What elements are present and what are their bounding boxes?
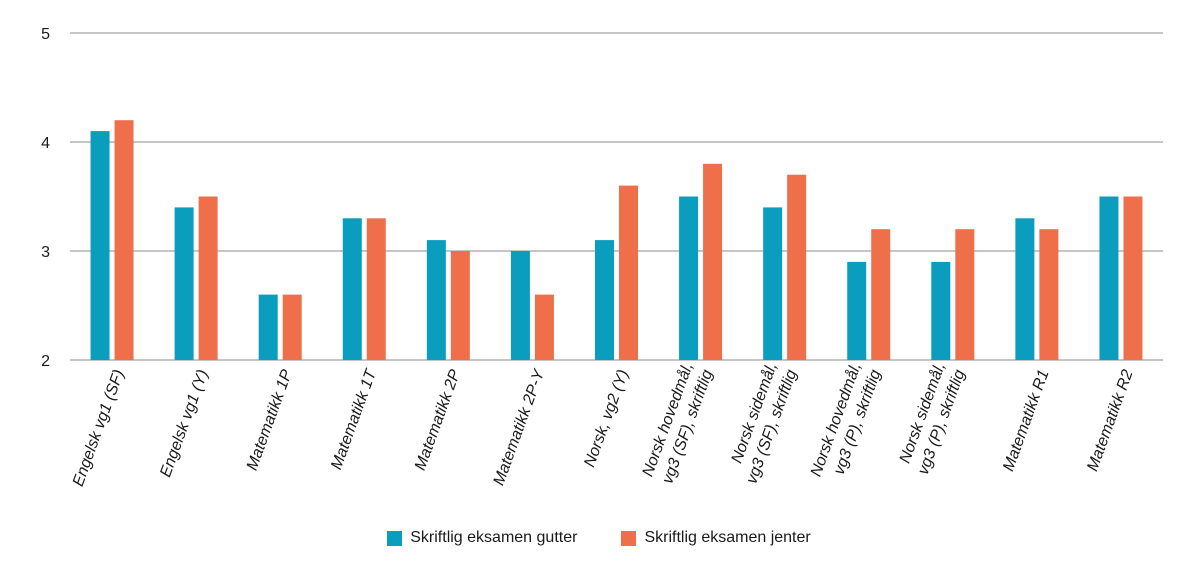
- bar-series1-cat6: [510, 251, 530, 360]
- bar-series1-cat12: [1015, 218, 1035, 360]
- bar-series1-cat3: [258, 294, 278, 360]
- y-tick-label: 2: [41, 353, 50, 370]
- bar-series2-cat7: [619, 185, 638, 360]
- bar-series2-cat10: [871, 229, 891, 360]
- bar-series1-cat7: [595, 240, 614, 360]
- x-category-label-line: Engelsk vg1 (SF): [70, 368, 128, 489]
- bar-series2-cat3: [282, 294, 302, 360]
- bar-series2-cat4: [366, 218, 386, 360]
- bar-series2-cat13: [1123, 196, 1143, 360]
- bar-series2-cat1: [114, 120, 134, 360]
- x-category-label: Norsk, vg2 (Y): [581, 368, 632, 470]
- legend-label-jenter: Skriftlig eksamen jenter: [644, 529, 811, 546]
- bar-series1-cat4: [342, 218, 362, 360]
- x-category-label-line: Engelsk vg1 (Y): [157, 368, 212, 480]
- x-category-label: Matematikk R2: [1084, 367, 1137, 473]
- x-category-label-line: Matematikk 1P: [244, 367, 296, 473]
- x-category-label: Matematikk R1: [1000, 368, 1052, 474]
- bar-series1-cat13: [1099, 196, 1119, 360]
- legend-item-gutter: Skriftlig eksamen gutter: [387, 529, 577, 547]
- bars: [90, 120, 1143, 360]
- bar-series2-cat8: [703, 163, 723, 360]
- x-category-label-line: Matematikk 1T: [328, 366, 380, 472]
- x-category-label-line: Norsk, vg2 (Y): [581, 368, 632, 470]
- y-tick-label: 4: [41, 135, 50, 152]
- x-axis-category-labels: Engelsk vg1 (SF) Engelsk vg1 (Y) Matematik…: [70, 360, 1137, 489]
- bar-series1-cat11: [931, 261, 951, 360]
- x-category-label: Matematikk 2P: [412, 367, 464, 473]
- x-category-label: Norsk hovedmål,vg3 (P), skriftlig: [807, 360, 885, 479]
- x-category-label-line: Matematikk R1: [1000, 368, 1052, 474]
- x-category-label: Matematikk 1P: [244, 367, 296, 473]
- bar-series2-cat11: [955, 229, 975, 360]
- bar-series1-cat5: [426, 240, 446, 360]
- x-category-label-line: Matematikk 2P: [412, 367, 464, 473]
- gridlines: [70, 32, 1163, 361]
- bar-series2-cat2: [198, 196, 218, 360]
- bar-series1-cat8: [679, 196, 699, 360]
- bar-series1-cat10: [847, 261, 867, 360]
- x-category-label: Norsk sidemål,vg3 (SF), skriftlig: [728, 360, 801, 486]
- y-tick-label: 3: [41, 244, 50, 261]
- legend-label-gutter: Skriftlig eksamen gutter: [410, 529, 578, 546]
- legend-swatch-jenter: [621, 530, 637, 546]
- bar-series2-cat9: [787, 174, 807, 360]
- x-category-label-line: Matematikk 2P-Y: [491, 366, 549, 488]
- legend-swatch-gutter: [387, 530, 403, 546]
- x-category-label: Engelsk vg1 (SF): [70, 368, 128, 489]
- legend-item-jenter: Skriftlig eksamen jenter: [621, 529, 811, 547]
- bar-series2-cat6: [534, 294, 554, 360]
- y-axis-tick-labels: 2 3 4 5: [41, 26, 50, 370]
- bar-series1-cat1: [90, 131, 110, 360]
- bar-series1-cat2: [174, 207, 194, 360]
- x-category-label-line: Matematikk R2: [1084, 367, 1137, 473]
- bar-series2-cat12: [1039, 229, 1059, 360]
- x-category-label: Engelsk vg1 (Y): [157, 368, 212, 480]
- x-category-label: Norsk sidemål,vg3 (P), skriftlig: [896, 360, 969, 477]
- bar-series2-cat5: [450, 251, 470, 360]
- y-tick-label: 5: [41, 26, 50, 43]
- legend: Skriftlig eksamen gutter Skriftlig eksam…: [0, 529, 1198, 547]
- bar-series1-cat9: [763, 207, 783, 360]
- x-category-label: Matematikk 2P-Y: [491, 366, 549, 488]
- x-category-label: Norsk hovedmål,vg3 (SF), skriftlig: [639, 360, 717, 486]
- x-category-label: Matematikk 1T: [328, 366, 380, 472]
